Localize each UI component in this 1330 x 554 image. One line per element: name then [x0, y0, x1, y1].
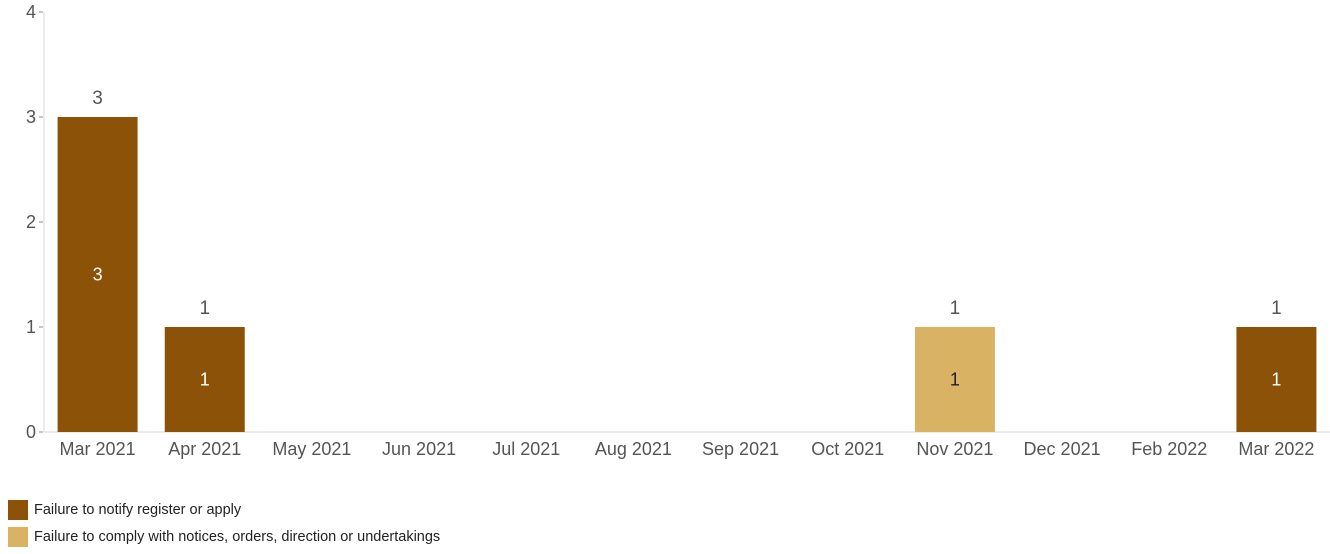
- bar: [1236, 327, 1317, 432]
- y-tick-label: 0: [26, 422, 36, 442]
- x-tick-label: Mar 2022: [1238, 439, 1314, 459]
- bar-chart: 0 1 2 3 4 3 3 Mar 2021 1 1 Apr 2021 May 2021 Jun 202…: [26, 2, 1330, 459]
- y-tick-label: 3: [26, 107, 36, 127]
- bar-total-label: 1: [199, 298, 210, 319]
- x-tick-label: Mar 2021: [60, 439, 136, 459]
- bar-total-label: 1: [1271, 298, 1282, 319]
- legend-swatch: [8, 500, 28, 520]
- legend-item: Failure to notify register or apply: [8, 500, 440, 520]
- x-tick-label: Dec 2021: [1024, 439, 1101, 459]
- bar: [57, 117, 138, 432]
- legend-label: Failure to notify register or apply: [34, 502, 242, 518]
- x-tick-label: Jul 2021: [492, 439, 560, 459]
- x-tick-label: Feb 2022: [1131, 439, 1207, 459]
- bar-value-label: 1: [1271, 369, 1281, 389]
- x-tick-label: May 2021: [272, 439, 351, 459]
- bar: [164, 327, 245, 432]
- x-tick-label: Oct 2021: [811, 439, 884, 459]
- bar-value-label: 1: [950, 369, 960, 389]
- y-tick-label: 4: [26, 2, 36, 22]
- x-tick-label: Apr 2021: [168, 439, 241, 459]
- x-tick-label: Nov 2021: [916, 439, 993, 459]
- y-tick-label: 2: [26, 212, 36, 232]
- y-tick-label: 1: [26, 317, 36, 337]
- bar: [914, 327, 995, 432]
- x-tick-label: Jun 2021: [382, 439, 456, 459]
- x-tick-label: Aug 2021: [595, 439, 672, 459]
- bar-value-label: 3: [93, 264, 103, 284]
- legend-swatch: [8, 527, 28, 547]
- legend-label: Failure to comply with notices, orders, …: [34, 529, 441, 545]
- bar-total-label: 1: [950, 298, 961, 319]
- bar-value-label: 1: [200, 369, 210, 389]
- bar-total-label: 3: [92, 88, 103, 109]
- legend: Failure to notify register or apply Fail…: [8, 500, 440, 554]
- legend-item: Failure to comply with notices, orders, …: [8, 527, 440, 547]
- x-tick-label: Sep 2021: [702, 439, 779, 459]
